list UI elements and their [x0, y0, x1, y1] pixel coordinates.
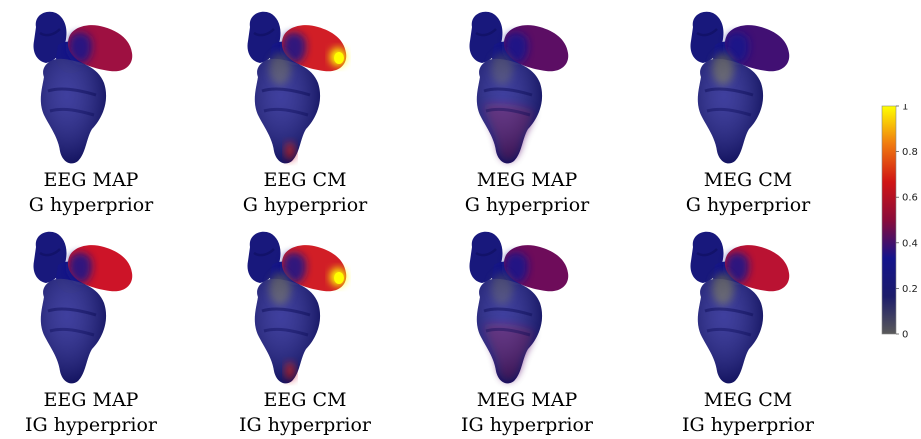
brain-panel: MEG CM G hyperprior: [663, 5, 833, 216]
brain-surface: [33, 11, 133, 164]
upper-right-lobe-blend: [282, 252, 306, 284]
surface-fold: [39, 28, 61, 37]
surface-shading: [40, 278, 107, 384]
surface-fold: [704, 87, 754, 97]
surface-shading: [697, 278, 764, 384]
surface-shading: [254, 58, 321, 164]
panel-title: MEG CM: [703, 169, 793, 191]
upper-right-lobe-blend: [504, 32, 528, 64]
panel-title: EEG CM: [263, 169, 347, 191]
upper-right-lobe-blend: [282, 32, 306, 64]
surface-fold: [475, 248, 497, 257]
surface-fold: [47, 87, 97, 97]
surface-fold: [261, 307, 311, 317]
brain-panel: EEG CM IG hyperprior: [220, 225, 390, 436]
panel-title: EEG CM: [263, 389, 347, 411]
surface-fold: [49, 327, 95, 337]
panel-title: MEG MAP: [476, 389, 578, 411]
upper-right-lobe-blend: [504, 252, 528, 284]
hotspot-core: [334, 52, 344, 64]
panel-subtitle: G hyperprior: [464, 194, 590, 216]
panel-subtitle: G hyperprior: [242, 194, 368, 216]
panel-title: EEG MAP: [43, 389, 139, 411]
surface-fold: [261, 87, 311, 97]
brain-surface: [469, 11, 569, 164]
brain-panel: MEG MAP G hyperprior: [442, 5, 612, 216]
surface-fold: [39, 248, 61, 257]
surface-fold: [47, 307, 97, 317]
brain-panel: MEG MAP IG hyperprior: [442, 225, 612, 436]
colorbar-tick-label: 1: [902, 104, 908, 113]
colorbar-tick-label: 0: [902, 330, 908, 339]
colorbar-gradient: [881, 105, 897, 335]
surface-fold: [263, 107, 309, 117]
surface-shading: [40, 58, 107, 164]
brain-panel: EEG CM G hyperprior: [220, 5, 390, 216]
surface-fold: [483, 307, 533, 317]
colorbar-tick-label: 0.2: [902, 284, 918, 295]
panel-subtitle: IG hyperprior: [24, 414, 158, 436]
hotspot-core: [334, 272, 344, 284]
colorbar-tick-label: 0.8: [902, 147, 918, 158]
surface-fold: [475, 28, 497, 37]
surface-fold: [704, 307, 754, 317]
brain-panel: EEG MAP G hyperprior: [6, 5, 176, 216]
colorbar: 0 0.2 0.4 0.6 0.8 1: [881, 104, 918, 338]
surface-fold: [706, 107, 752, 117]
panel-subtitle: IG hyperprior: [238, 414, 372, 436]
panel-title: MEG CM: [703, 389, 793, 411]
panel-title: MEG MAP: [476, 169, 578, 191]
surface-shading: [476, 58, 543, 164]
brain-surface: [33, 231, 133, 384]
panel-subtitle: IG hyperprior: [681, 414, 815, 436]
surface-fold: [253, 248, 275, 257]
surface-shading: [254, 278, 321, 384]
brain-surface: [247, 231, 347, 384]
upper-right-lobe-blend: [725, 32, 749, 64]
surface-fold: [485, 327, 531, 337]
surface-fold: [49, 107, 95, 117]
brain-surface: [690, 11, 790, 164]
colorbar-tick-label: 0.6: [902, 193, 918, 204]
surface-fold: [706, 327, 752, 337]
surface-shading: [697, 58, 764, 164]
upper-right-lobe-blend: [68, 252, 92, 284]
panel-subtitle: G hyperprior: [685, 194, 811, 216]
upper-right-lobe-blend: [68, 32, 92, 64]
surface-fold: [485, 107, 531, 117]
panel-subtitle: IG hyperprior: [460, 414, 594, 436]
brain-panel: EEG MAP IG hyperprior: [6, 225, 176, 436]
colorbar-ticks: 0 0.2 0.4 0.6 0.8 1: [896, 104, 918, 338]
panel-subtitle: G hyperprior: [28, 194, 154, 216]
surface-fold: [696, 248, 718, 257]
surface-fold: [483, 87, 533, 97]
surface-fold: [253, 28, 275, 37]
surface-fold: [263, 327, 309, 337]
surface-shading: [476, 278, 543, 384]
brain-surface: [469, 231, 569, 384]
surface-fold: [696, 28, 718, 37]
brain-surface: [690, 231, 790, 384]
colorbar-tick-label: 0.4: [902, 238, 918, 249]
upper-right-lobe-blend: [725, 252, 749, 284]
panel-title: EEG MAP: [43, 169, 139, 191]
brain-panel: MEG CM IG hyperprior: [663, 225, 833, 436]
brain-surface: [247, 11, 347, 164]
